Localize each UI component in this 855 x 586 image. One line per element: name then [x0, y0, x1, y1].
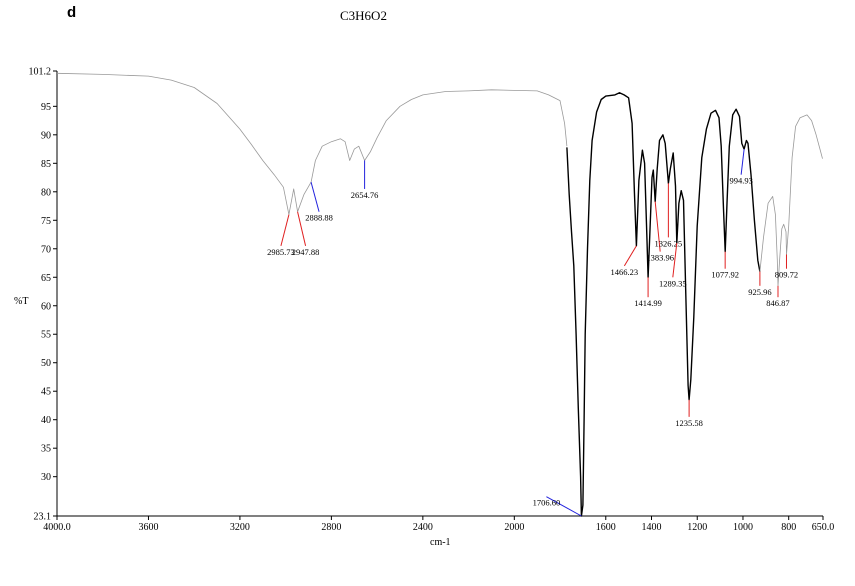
- peak-label: 809.72: [775, 270, 798, 280]
- chart-title: C3H6O2: [340, 8, 387, 23]
- peak-marker: [623, 245, 637, 267]
- y-tick-label: 70: [41, 244, 51, 255]
- peak-label: 1326.25: [655, 238, 683, 248]
- x-tick-label: 3600: [138, 522, 158, 533]
- peak-marker: [546, 496, 582, 517]
- peak-marker: [740, 149, 745, 175]
- x-tick-label: 800: [781, 522, 796, 533]
- peak-label: 925.96: [748, 287, 771, 297]
- spectrum-series-1: [566, 92, 761, 517]
- x-tick-label: 4000.0: [43, 522, 71, 533]
- peak-label: 2654.76: [351, 190, 379, 200]
- x-tick-label: 1600: [596, 522, 616, 533]
- peak-marker: [280, 214, 290, 247]
- peak-label: 1289.35: [659, 278, 687, 288]
- peak-label: 1383.96: [646, 253, 674, 263]
- x-tick-label: 2800: [321, 522, 341, 533]
- peak-marker: [297, 211, 307, 247]
- peak-label: 846.87: [766, 298, 789, 308]
- peak-label: 1235.58: [675, 418, 703, 428]
- peak-label: 994.93: [729, 176, 752, 186]
- x-tick-label: 3200: [230, 522, 250, 533]
- y-tick-label: 35: [41, 444, 51, 455]
- y-tick-label: 55: [41, 330, 51, 341]
- spectrum-series: [56, 72, 823, 517]
- y-tick-label: 40: [41, 415, 51, 426]
- peak-label: 2985.73: [267, 247, 295, 257]
- peak-label: 1414.99: [634, 298, 662, 308]
- y-tick-label: 75: [41, 216, 51, 227]
- peak-marker: [310, 181, 320, 212]
- x-tick-label: 2400: [413, 522, 433, 533]
- peak-label: 1466.23: [611, 267, 639, 277]
- y-tick-label: 65: [41, 273, 51, 284]
- y-tick-label: 50: [41, 358, 51, 369]
- spectrum-series-0: [56, 72, 568, 215]
- y-tick-label: 95: [41, 102, 51, 113]
- peak-label: 2888.88: [305, 213, 333, 223]
- peak-marker: [654, 201, 661, 252]
- x-axis-label: cm-1: [430, 537, 451, 548]
- y-tick-label: 45: [41, 387, 51, 398]
- peak-label: 2947.88: [292, 247, 320, 257]
- y-tick-label: 101.2: [29, 67, 52, 78]
- x-tick-label: 2000: [504, 522, 524, 533]
- x-tick-label: 1200: [687, 522, 707, 533]
- spectrum-series-2: [759, 114, 823, 287]
- x-tick-label: 650.0: [812, 522, 835, 533]
- y-tick-label: 85: [41, 159, 51, 170]
- x-tick-label: 1400: [642, 522, 662, 533]
- panel-letter: d: [67, 4, 77, 21]
- y-axis-label: %T: [14, 296, 28, 307]
- y-tick-label: 60: [41, 301, 51, 312]
- y-tick-label: 90: [41, 130, 51, 141]
- chart-axes: 4000.0 3600 3200 2800 2400 2000 1600 1400 1200 10…: [29, 67, 835, 534]
- y-tick-label: 80: [41, 187, 51, 198]
- peak-label: 1706.60: [533, 498, 561, 508]
- x-tick-label: 1000: [733, 522, 753, 533]
- peak-marker: [672, 243, 678, 278]
- y-tick-label: 30: [41, 472, 51, 483]
- peak-label: 1077.92: [711, 270, 739, 280]
- y-tick-label: 23.1: [34, 512, 52, 523]
